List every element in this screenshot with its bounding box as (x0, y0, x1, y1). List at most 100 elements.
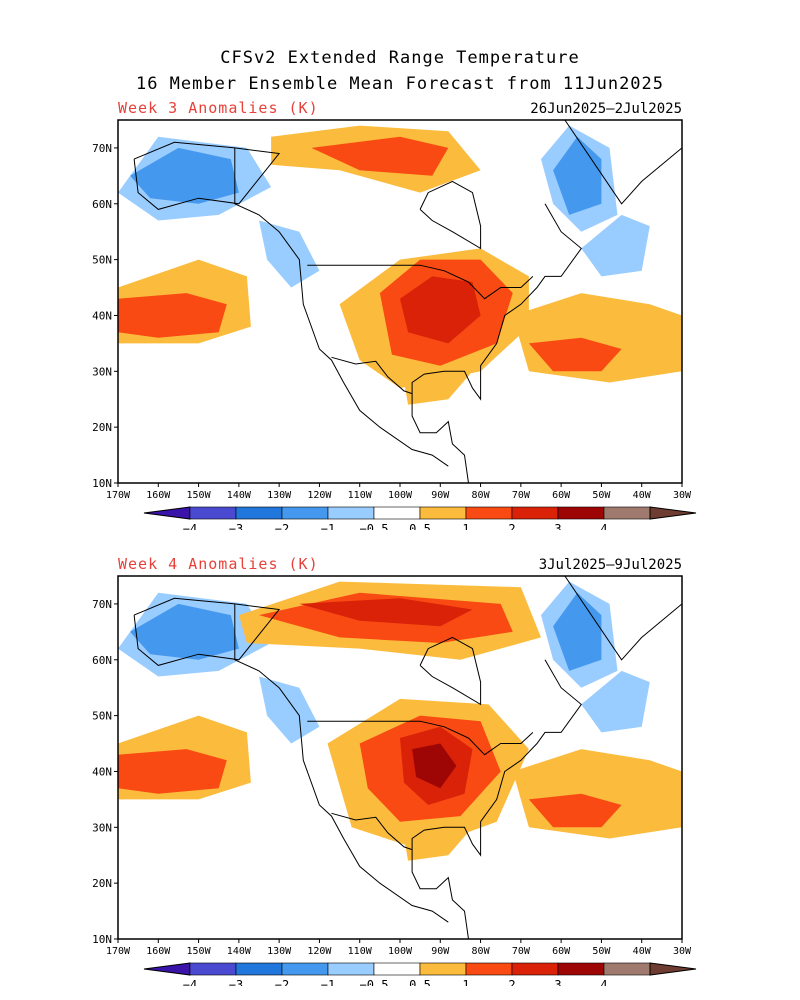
colorbar-label: 0.5 (409, 978, 431, 986)
colorbar-label: 1 (462, 522, 469, 530)
atlantic-cool (581, 214, 650, 277)
colorbar-label: −3 (229, 522, 243, 530)
us-mexico-border (331, 356, 413, 395)
colorbar-label: 3 (554, 522, 561, 530)
lon-label: 140W (227, 490, 252, 501)
colorbar-segment (327, 506, 375, 520)
week4-date-range: 3Jul2025–9Jul2025 (538, 557, 682, 573)
lat-label: 70N (92, 598, 112, 611)
hudson-bay (419, 180, 482, 250)
colorbar-label: −4 (183, 522, 197, 530)
chart-title: CFSv2 Extended Range Temperature (220, 48, 580, 68)
mexico-yucatan (411, 393, 469, 483)
lon-label: 160W (146, 490, 171, 501)
week3-date-range: 26Jun2025–2Jul2025 (530, 101, 682, 117)
lon-label: 100W (388, 490, 413, 501)
colorbar-segment (189, 506, 237, 520)
lat-label: 40N (92, 309, 112, 322)
canada-warm-core (299, 598, 473, 627)
us-warm-core (400, 276, 481, 344)
colorbar-segment (419, 506, 467, 520)
lon-label: 60W (552, 946, 571, 957)
week3-anomaly-map: 170W 160W 150W 140W 130W 120W 110W 100W 90W 80W 70… (92, 119, 697, 530)
lat-label: 50N (92, 254, 112, 267)
lon-label: 130W (267, 946, 292, 957)
colorbar-segment (189, 962, 237, 976)
week3-label: Week 3 Anomalies (K) (118, 99, 319, 117)
greenland-coast (564, 120, 682, 205)
colorbar-segment (373, 962, 421, 976)
lat-label: 20N (92, 421, 112, 434)
lon-label: 120W (307, 490, 332, 501)
lon-label: 80W (472, 946, 491, 957)
ne-pacific-warm-core (118, 749, 227, 794)
lon-label: 40W (633, 946, 652, 957)
lon-label: 130W (267, 490, 292, 501)
lon-label: 150W (187, 490, 212, 501)
colorbar-arrow-high (649, 962, 697, 976)
colorbar-label: 3 (554, 978, 561, 986)
colorbar-label: −0.5 (360, 978, 389, 986)
colorbar-segment (281, 506, 329, 520)
colorbar-segment (281, 962, 329, 976)
greenland-coast (564, 576, 682, 661)
alaska-canada-border (234, 147, 280, 233)
lat-label: 60N (92, 198, 112, 211)
week4-anomaly-map: 170W 160W 150W 140W 130W 120W 110W 100W 90W 80W 70… (92, 575, 697, 986)
colorbar-segment (373, 506, 421, 520)
lon-label: 70W (512, 946, 531, 957)
alaska-canada-border (234, 603, 280, 689)
hudson-bay (419, 636, 482, 706)
colorbar-segment (557, 962, 605, 976)
colorbar-segment (511, 506, 559, 520)
chart-subtitle: 16 Member Ensemble Mean Forecast from 11… (135, 74, 665, 94)
lon-label: 140W (227, 946, 252, 957)
colorbar-segment (557, 506, 605, 520)
colorbar-label: −1 (321, 522, 335, 530)
lon-label: 60W (552, 490, 571, 501)
colorbar-segment (235, 506, 283, 520)
lat-label: 10N (92, 933, 112, 946)
colorbar-arrow-low (143, 962, 191, 976)
mexico-yucatan (411, 849, 469, 939)
colorbar-segment (465, 962, 513, 976)
lon-label: 70W (512, 490, 531, 501)
atlantic-cool (581, 670, 650, 733)
lat-label: 30N (92, 821, 112, 834)
lon-label: 160W (146, 946, 171, 957)
week4-label: Week 4 Anomalies (K) (118, 555, 319, 573)
lon-label: 50W (592, 490, 611, 501)
west-coast (278, 231, 449, 467)
us-warm-peak (412, 743, 457, 789)
colorbar-label: −0.5 (360, 522, 389, 530)
lon-label: 80W (472, 490, 491, 501)
lon-label: 170W (106, 490, 131, 501)
lon-label: 120W (307, 946, 332, 957)
arctic-canada-warm-core (311, 136, 449, 176)
ne-pacific-warm-core (118, 293, 227, 338)
colorbar-arrow-low (143, 506, 191, 520)
us-canada-border (307, 720, 534, 756)
lon-label: 30W (673, 490, 692, 501)
colorbar-segment (603, 962, 651, 976)
alaska-cool-core (130, 147, 239, 204)
w-atlantic-warm-core (528, 337, 622, 372)
lat-label: 10N (92, 477, 112, 490)
lon-label: 30W (673, 946, 692, 957)
lat-label: 50N (92, 710, 112, 723)
lon-label: 150W (187, 946, 212, 957)
gulf-coast (411, 659, 582, 857)
us-canada-border (307, 264, 534, 300)
colorbar-label: 4 (600, 522, 607, 530)
colorbar-segment (511, 962, 559, 976)
colorbar-label: −2 (275, 978, 289, 986)
lat-label: 20N (92, 877, 112, 890)
alaska-coast (133, 597, 281, 666)
colorbar-segment (465, 506, 513, 520)
lon-label: 170W (106, 946, 131, 957)
us-mexico-border (331, 812, 413, 851)
lat-label: 60N (92, 654, 112, 667)
lon-label: 50W (592, 946, 611, 957)
alaska-cool-core (130, 603, 239, 660)
lon-label: 110W (348, 490, 373, 501)
